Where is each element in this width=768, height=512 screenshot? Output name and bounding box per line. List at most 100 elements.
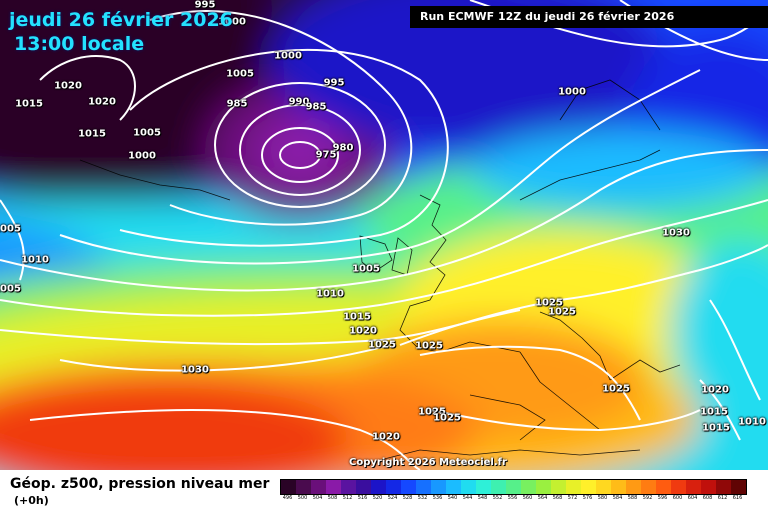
legend-swatch	[296, 480, 311, 494]
legend-value-label: 568	[552, 495, 563, 501]
legend-swatch	[311, 480, 326, 494]
isobar-label: 1030	[662, 227, 690, 239]
legend-swatch	[476, 480, 491, 494]
isobar-label: 1020	[54, 80, 82, 92]
legend-value-label: 564	[537, 495, 548, 501]
legend-value-label: 604	[687, 495, 698, 501]
isobar-label: 1000	[558, 86, 586, 98]
isobar-label: 1015	[700, 406, 728, 418]
legend-swatch	[491, 480, 506, 494]
legend-swatch	[611, 480, 626, 494]
isobar-label: 1030	[181, 364, 209, 376]
legend-value-label: 576	[582, 495, 593, 501]
isobar-label: 1005	[0, 223, 21, 235]
isobar-label: 1005	[226, 68, 254, 80]
forecast-time-title: 13:00 locale	[14, 33, 145, 55]
isobar-label: 990	[288, 96, 310, 108]
legend-swatch	[731, 480, 746, 494]
isobar-label: 1025	[433, 412, 461, 424]
legend-swatch	[536, 480, 551, 494]
isobar-label: 995	[323, 77, 345, 89]
run-info-banner: Run ECMWF 12Z du jeudi 26 février 2026	[410, 6, 768, 28]
isobar-label: 1000	[218, 16, 246, 28]
legend-value-label: 584	[612, 495, 623, 501]
legend-swatch	[506, 480, 521, 494]
isobar-label: 1005	[352, 263, 380, 275]
z500-color-field	[0, 0, 768, 470]
legend-value-label: 600	[672, 495, 683, 501]
map-footer: Géop. z500, pression niveau mer (+0h) 49…	[0, 470, 768, 512]
legend-swatch	[446, 480, 461, 494]
legend-value-label: 500	[297, 495, 308, 501]
legend-swatch	[371, 480, 386, 494]
legend-value-label: 516	[357, 495, 368, 501]
legend-swatch	[281, 480, 296, 494]
isobar-label: 1010	[316, 288, 344, 300]
copyright-notice: Copyright 2026 Meteociel.fr	[349, 457, 507, 468]
legend-swatch	[401, 480, 416, 494]
coastlines	[79, 79, 681, 461]
legend-swatch	[416, 480, 431, 494]
legend-swatch	[566, 480, 581, 494]
legend-swatch	[641, 480, 656, 494]
legend-value-label: 508	[327, 495, 338, 501]
legend-value-label: 528	[402, 495, 413, 501]
isobar-label: 1000	[274, 50, 302, 62]
legend-swatch	[686, 480, 701, 494]
isobar-label: 995	[194, 0, 216, 11]
legend-swatch	[521, 480, 536, 494]
forecast-map: 995 1000 1020 1015 1020 1005 985 1000 10…	[0, 0, 768, 470]
legend-value-label: 504	[312, 495, 323, 501]
color-scale-legend	[280, 479, 747, 495]
legend-value-label: 596	[657, 495, 668, 501]
legend-value-label: 612	[717, 495, 728, 501]
legend-swatch	[671, 480, 686, 494]
legend-swatch	[341, 480, 356, 494]
legend-value-label: 524	[387, 495, 398, 501]
isobar-label: 1010	[21, 254, 49, 266]
legend-swatch	[431, 480, 446, 494]
legend-value-label: 552	[492, 495, 503, 501]
legend-swatch	[581, 480, 596, 494]
isobar-label: 1005	[133, 127, 161, 139]
legend-value-label: 588	[627, 495, 638, 501]
isobar-label: 1020	[372, 431, 400, 443]
isobar-label: 1025	[548, 306, 576, 318]
legend-value-label: 572	[567, 495, 578, 501]
color-scale-labels: 496 500 504 508 512 516 520 524 528 532 536 540 544 5…	[280, 495, 760, 505]
legend-swatch	[626, 480, 641, 494]
legend-swatch	[386, 480, 401, 494]
legend-value-label: 496	[282, 495, 293, 501]
legend-value-label: 556	[507, 495, 518, 501]
legend-swatch	[356, 480, 371, 494]
isobar-label: 1015	[15, 98, 43, 110]
isobar-label: 1020	[349, 325, 377, 337]
isobar-label: 1005	[0, 283, 21, 295]
legend-value-label: 608	[702, 495, 713, 501]
legend-value-label: 520	[372, 495, 383, 501]
legend-swatch	[461, 480, 476, 494]
legend-value-label: 592	[642, 495, 653, 501]
forecast-date-title: jeudi 26 février 2026	[9, 9, 233, 31]
legend-value-label: 536	[432, 495, 443, 501]
parameter-title: Géop. z500, pression niveau mer	[10, 476, 270, 492]
isobar-label: 1020	[88, 96, 116, 108]
map-canvas	[0, 0, 768, 470]
legend-value-label: 548	[477, 495, 488, 501]
legend-value-label: 544	[462, 495, 473, 501]
legend-swatch	[716, 480, 731, 494]
isobar-label: 1025	[418, 406, 446, 418]
isobar-label: 980	[332, 142, 354, 154]
legend-swatch	[551, 480, 566, 494]
isobar-label: 1000	[128, 150, 156, 162]
isobar-label: 1025	[368, 339, 396, 351]
legend-value-label: 532	[417, 495, 428, 501]
legend-value-label: 616	[732, 495, 743, 501]
isobar-label: 1015	[78, 128, 106, 140]
isobar-label: 1015	[343, 311, 371, 323]
isobar-label: 1025	[535, 297, 563, 309]
isobar-label: 985	[226, 98, 248, 110]
isobar-label: 1025	[415, 340, 443, 352]
legend-swatch	[596, 480, 611, 494]
